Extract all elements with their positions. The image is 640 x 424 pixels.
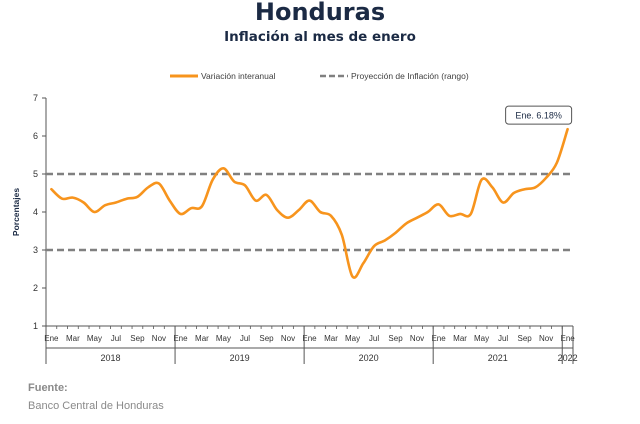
x-month-label: Mar xyxy=(66,334,80,343)
x-month-label: Nov xyxy=(410,334,424,343)
reference-lines xyxy=(46,172,573,252)
x-month-label: Nov xyxy=(152,334,166,343)
annotation: Ene. 6.18% xyxy=(505,105,573,125)
x-month-label: May xyxy=(345,334,360,343)
x-year-label: 2018 xyxy=(101,353,121,363)
x-month-label: Jul xyxy=(240,334,250,343)
y-tick-label: 6 xyxy=(33,131,38,141)
x-month-label: Sep xyxy=(259,334,274,343)
series-layer xyxy=(50,127,569,279)
annotation-box xyxy=(505,105,573,125)
x-month-label: Ene xyxy=(44,334,59,343)
x-month-label: Ene xyxy=(173,334,188,343)
x-month-label: Mar xyxy=(453,334,467,343)
x-month-label: Jul xyxy=(369,334,379,343)
y-tick-label: 5 xyxy=(33,169,38,179)
y-axis-title: Porcentajes xyxy=(11,188,21,236)
x-month-label: May xyxy=(474,334,489,343)
x-month-label: Sep xyxy=(130,334,145,343)
annotation-label: Ene. 6.18% xyxy=(515,111,562,121)
x-month-label: Nov xyxy=(539,334,553,343)
x-month-label: Ene xyxy=(302,334,317,343)
series-line-variacion-interanual xyxy=(50,127,569,279)
x-month-label: Mar xyxy=(195,334,209,343)
y-tick-label: 3 xyxy=(33,245,38,255)
x-year-label: 2022 xyxy=(558,353,578,363)
y-tick-label: 2 xyxy=(33,283,38,293)
x-year-label: 2019 xyxy=(230,353,250,363)
x-year-label: 2021 xyxy=(488,353,508,363)
x-month-label: Mar xyxy=(324,334,338,343)
chart-title: Honduras xyxy=(254,0,386,26)
x-month-label: Ene xyxy=(561,334,576,343)
y-tick-label: 1 xyxy=(33,321,38,331)
legend: Variación interanual Proyección de Inflac… xyxy=(170,71,469,81)
legend-label-variacion: Variación interanual xyxy=(201,71,276,81)
source-label: Fuente: xyxy=(28,382,68,394)
y-tick-label: 7 xyxy=(33,93,38,103)
x-month-label: May xyxy=(216,334,231,343)
x-month-label: May xyxy=(87,334,102,343)
x-year-label: 2020 xyxy=(359,353,379,363)
y-axis: 1 2 3 4 5 6 7 Porcentajes xyxy=(11,93,47,331)
x-month-label: Nov xyxy=(281,334,295,343)
x-month-label: Sep xyxy=(517,334,532,343)
legend-label-proyeccion: Proyección de Inflación (rango) xyxy=(351,71,469,81)
x-month-label: Jul xyxy=(498,334,508,343)
x-month-label: Jul xyxy=(111,334,121,343)
x-month-label: Sep xyxy=(388,334,403,343)
source-text: Banco Central de Honduras xyxy=(28,400,164,412)
x-axis: Ene Mar May Jul Sep Nov Ene Mar May Jul Sep Nov Ene M… xyxy=(44,325,578,364)
chart-subtitle: Inflación al mes de enero xyxy=(224,29,416,45)
x-month-label: Ene xyxy=(431,334,446,343)
y-tick-label: 4 xyxy=(33,207,38,217)
